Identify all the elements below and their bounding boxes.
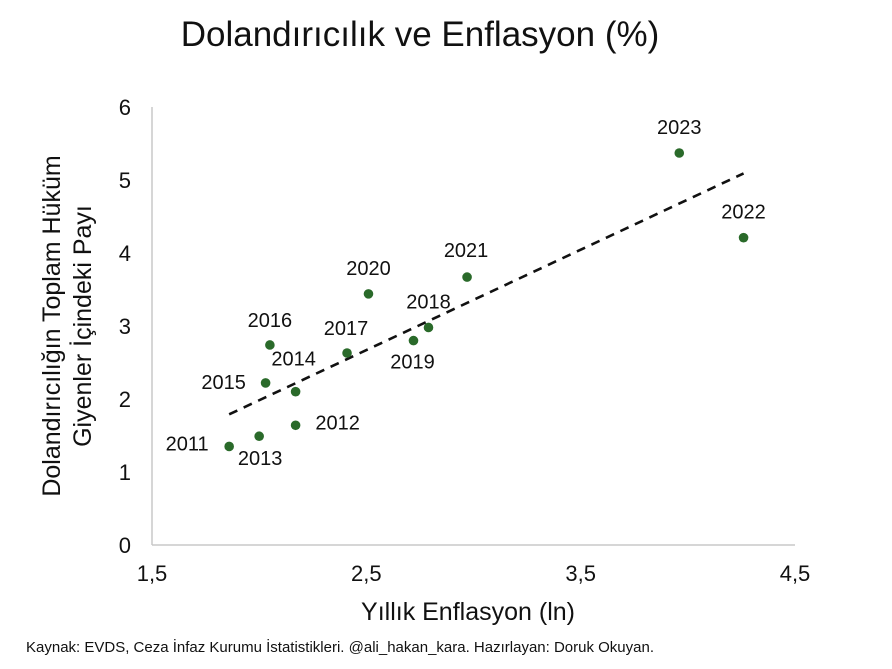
point-labels: 2011 2012 2013 2014 2015 2016 2017 2018 2019 2020… — [166, 117, 766, 470]
data-point-2021 — [462, 272, 472, 282]
trendline — [228, 172, 745, 416]
y-tick-label: 6 — [119, 95, 131, 120]
data-point-2018 — [423, 322, 434, 333]
y-tick-label: 5 — [119, 168, 131, 193]
y-axis-label-line-1: Dolandırıcılığın Toplam Hüküm — [38, 155, 66, 496]
point-label-2016: 2016 — [248, 310, 293, 332]
y-tick-label: 3 — [119, 314, 131, 339]
point-label-2013: 2013 — [238, 448, 283, 470]
data-points — [224, 148, 749, 452]
point-label-2017: 2017 — [324, 318, 369, 340]
x-tick-label: 1,5 — [137, 561, 168, 586]
data-point-2012 — [290, 420, 301, 431]
point-label-2020: 2020 — [346, 258, 391, 280]
y-tick-label: 2 — [119, 387, 131, 412]
data-point-2013 — [254, 431, 264, 442]
x-tick-labels: 1,5 2,5 3,5 4,5 — [137, 561, 811, 586]
y-tick-label: 1 — [119, 460, 131, 485]
data-point-2011 — [224, 441, 234, 452]
point-label-2021: 2021 — [444, 240, 489, 262]
y-tick-label: 4 — [119, 241, 131, 266]
point-label-2022: 2022 — [721, 202, 766, 224]
x-tick-label: 3,5 — [565, 561, 596, 586]
point-label-2023: 2023 — [657, 117, 702, 139]
source-note: Kaynak: EVDS, Ceza İnfaz Kurumu İstatist… — [26, 638, 654, 656]
data-point-2015 — [260, 378, 271, 388]
y-tick-labels: 0 1 2 3 4 5 6 — [119, 95, 131, 558]
y-axis-label-line-2: Giyenler İçindeki Payı — [68, 205, 97, 447]
data-point-2014 — [290, 386, 301, 397]
data-point-2017 — [342, 348, 352, 358]
point-label-2019: 2019 — [390, 352, 435, 374]
data-point-2022 — [738, 232, 749, 243]
x-axis-label: Yıllık Enflasyon (ln) — [361, 598, 575, 626]
data-point-2019 — [408, 335, 419, 346]
point-label-2018: 2018 — [406, 291, 451, 313]
point-label-2014: 2014 — [271, 349, 316, 371]
x-tick-label: 4,5 — [780, 561, 811, 586]
data-point-2023 — [674, 148, 685, 158]
point-label-2011: 2011 — [166, 433, 209, 455]
data-point-2020 — [363, 289, 374, 299]
data-point-2016 — [265, 340, 275, 350]
point-label-2012: 2012 — [315, 412, 360, 434]
x-tick-label: 2,5 — [351, 561, 382, 586]
point-label-2015: 2015 — [201, 372, 246, 394]
y-axis-label: Dolandırıcılığın Toplam Hüküm Giyenler İ… — [38, 155, 97, 496]
chart-title: Dolandırıcılık ve Enflasyon (%) — [181, 15, 660, 54]
y-tick-label: 0 — [119, 533, 131, 558]
